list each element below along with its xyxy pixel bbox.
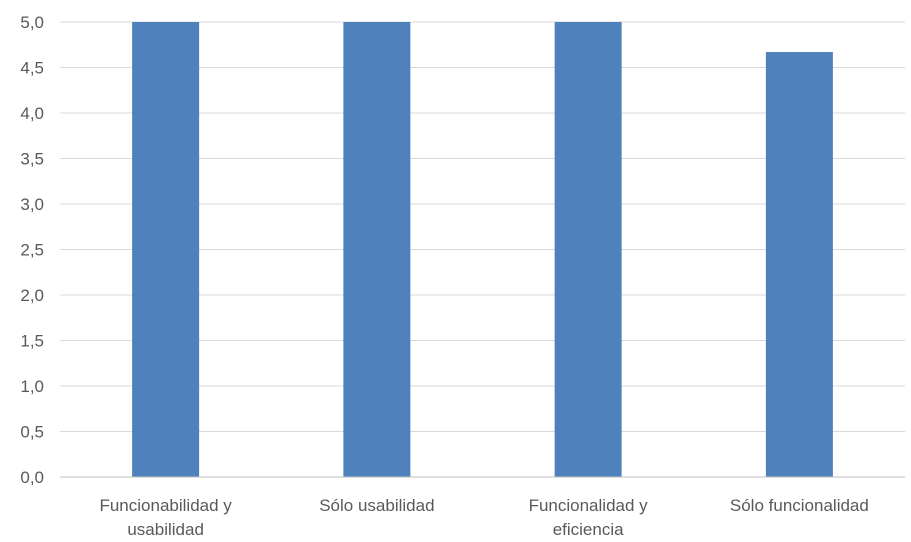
y-tick-label: 4,5 — [20, 59, 44, 78]
y-axis-tick-labels: 0,0 0,5 1,0 1,5 2,0 2,5 3,0 3,5 4,0 4,5 5,0 — [20, 13, 44, 487]
x-category-label: Sólo funcionalidad — [730, 496, 869, 515]
bar — [132, 22, 200, 477]
y-tick-label: 1,0 — [20, 377, 44, 396]
y-tick-label: 0,0 — [20, 468, 44, 487]
y-tick-label: 5,0 — [20, 13, 44, 32]
x-category-label: Sólo usabilidad — [319, 496, 434, 515]
x-category-label: Funcionabilidad y usabilidad — [99, 496, 232, 539]
bar — [343, 22, 411, 477]
gridlines — [60, 21, 905, 432]
bar — [554, 22, 622, 477]
bars — [132, 22, 833, 477]
y-tick-label: 0,5 — [20, 423, 44, 442]
y-tick-label: 1,5 — [20, 332, 44, 351]
y-tick-label: 2,5 — [20, 241, 44, 260]
y-tick-label: 4,0 — [20, 104, 44, 123]
y-tick-label: 3,5 — [20, 150, 44, 169]
bar — [765, 52, 833, 477]
x-axis-category-labels: Funcionabilidad y usabilidad Sólo usabilid… — [99, 496, 868, 539]
y-tick-label: 3,0 — [20, 195, 44, 214]
y-tick-label: 2,0 — [20, 286, 44, 305]
x-category-label: Funcionalidad y eficiencia — [529, 496, 649, 539]
